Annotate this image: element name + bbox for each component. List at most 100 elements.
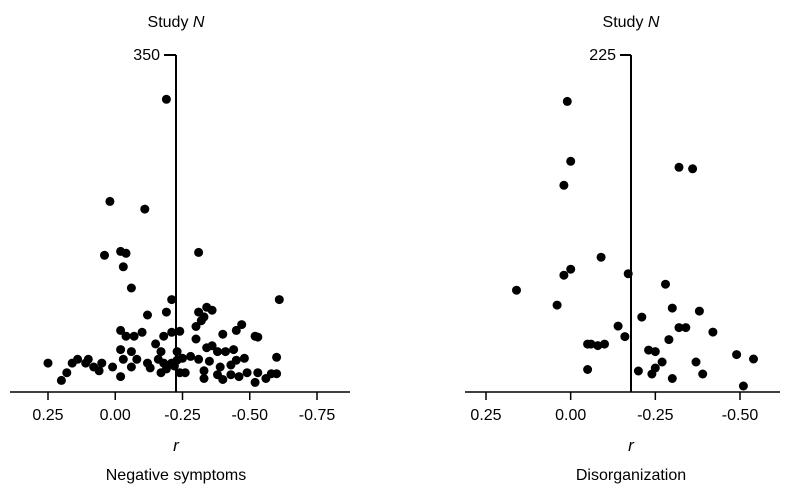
x-tick-label: -0.25 [637,407,674,424]
data-point [691,357,701,367]
data-point [674,323,684,333]
data-point [132,354,142,364]
data-point [118,354,128,364]
data-point [237,320,247,330]
data-point [169,361,179,371]
data-point [218,375,228,384]
data-point [191,322,201,331]
data-points [512,96,758,391]
data-point [694,306,704,316]
x-ticks: 0.25 0.00 -0.25 -0.50 [470,392,758,424]
data-point [552,300,562,310]
data-point [126,283,136,293]
data-point [116,372,126,382]
x-tick-label: 0.25 [470,407,501,424]
x-tick-label: 0.00 [100,407,131,424]
data-point [62,368,72,378]
data-point [688,164,698,174]
x-ticks: 0.25 0.00 -0.25 -0.50 -0.75 [32,392,335,424]
data-point [218,329,228,339]
x-tick-label: -0.50 [232,407,269,424]
data-point [586,339,596,349]
chart-negative-symptoms: Study N 350 0.25 0.00 -0.25 -0.50 -0.75 r Ne… [10,14,350,484]
data-point [681,323,691,333]
data-point [559,180,569,190]
data-point [664,335,674,345]
data-point [167,327,177,337]
data-point [194,247,204,257]
data-point [253,332,263,342]
y-axis-label: Study N [148,14,205,31]
data-point [559,270,569,280]
data-point [199,374,209,383]
x-tick-label: -0.25 [164,407,201,424]
x-tick-label: -0.75 [299,407,336,424]
data-points [43,94,284,387]
data-point [250,377,260,387]
data-point [596,252,606,262]
data-point [226,370,236,380]
data-point [593,341,603,351]
data-point [633,366,643,376]
chart-disorganization: Study N 225 0.25 0.00 -0.25 -0.50 r Disorga… [465,14,780,484]
data-point [178,353,187,363]
data-point [253,368,263,378]
chart-title: Negative symptoms [106,467,247,484]
data-point [566,264,576,274]
y-tick-label: 350 [133,47,160,64]
data-point [667,374,677,383]
x-axis-label: r [628,436,635,455]
data-point [43,358,53,368]
data-point [199,366,209,376]
data-point [644,345,654,355]
data-point [613,321,623,331]
data-point [749,354,758,364]
data-point [272,369,282,379]
data-point [89,362,99,372]
data-point [647,369,657,379]
chart-title: Disorganization [576,467,686,484]
data-point [202,343,212,353]
data-point [600,339,609,349]
data-point [151,339,161,349]
data-point [512,285,521,295]
data-point [121,248,131,258]
data-point [186,351,196,361]
data-point [129,331,139,341]
y-axis-label-n: N [648,14,660,31]
data-point [180,368,190,378]
x-tick-label: -0.50 [722,407,759,424]
data-point [121,331,131,341]
data-point [732,350,742,360]
data-point [231,355,241,365]
data-point [272,352,282,362]
data-point [583,365,593,374]
data-point [108,362,118,372]
data-point [137,327,147,337]
data-point [161,307,171,317]
y-axis-label-n: N [193,14,205,31]
data-point [126,362,136,372]
data-point [100,250,109,260]
data-point [657,357,667,367]
data-point [161,94,171,104]
data-point [239,353,249,363]
data-point [738,381,748,391]
data-point [116,325,126,335]
data-point [97,358,107,368]
data-point [194,354,204,364]
data-point [118,262,128,272]
y-axis-label-text: Study [148,14,193,31]
x-tick-label: 0.25 [32,407,63,424]
x-tick-label: 0.00 [555,407,586,424]
data-point [650,347,660,357]
data-point [213,347,222,357]
data-point [661,279,670,289]
data-point [562,96,572,106]
data-point [175,326,185,336]
data-point [708,327,718,337]
data-point [105,196,115,206]
data-point [126,347,136,357]
data-point [167,295,177,305]
